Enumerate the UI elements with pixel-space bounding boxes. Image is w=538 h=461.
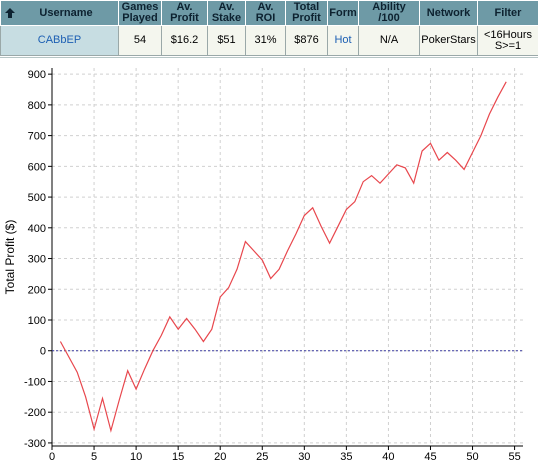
cell-ability: N/A — [358, 25, 420, 56]
header-av-stake-line2: Stake — [211, 12, 242, 24]
cell-total-profit: $876 — [285, 25, 328, 56]
y-tick-label: 400 — [28, 223, 46, 235]
header-games-played[interactable]: Games Played — [118, 0, 162, 26]
x-tick-label: 5 — [91, 451, 97, 461]
x-tick-label: 45 — [424, 451, 436, 461]
header-network[interactable]: Network — [419, 0, 478, 26]
x-tick-label: 0 — [49, 451, 55, 461]
y-tick-label: -100 — [24, 376, 46, 388]
header-av-profit-line1: Av. — [176, 1, 193, 13]
header-ability[interactable]: Ability /100 — [358, 0, 420, 26]
header-filter[interactable]: Filter — [477, 0, 538, 26]
header-total-profit-line2: Profit — [292, 12, 321, 24]
header-form[interactable]: Form — [327, 0, 359, 26]
cell-av-profit: $16.2 — [161, 25, 208, 56]
x-tick-label: 40 — [382, 451, 394, 461]
cell-filter: <16Hours S>=1 — [477, 25, 538, 56]
table-row: CABbEP 54 $16.2 $51 31% $876 Hot N/A Pok… — [0, 25, 538, 56]
y-tick-label: 200 — [28, 284, 46, 296]
cell-form[interactable]: Hot — [327, 25, 359, 56]
header-av-stake[interactable]: Av. Stake — [207, 0, 246, 26]
header-av-stake-line1: Av. — [218, 1, 235, 13]
table-header-row: Username Games Played Av. Profit Av. Sta… — [0, 0, 538, 26]
x-tick-label: 50 — [466, 451, 478, 461]
cell-username[interactable]: CABbEP — [0, 25, 119, 56]
divider — [0, 57, 538, 58]
profit-chart: -300 -200 -100 0 100 200 300 400 500 600 700 800 900… — [0, 62, 538, 461]
y-tick-label: 300 — [28, 254, 46, 266]
x-tick-label: 10 — [130, 451, 142, 461]
header-filter-label: Filter — [494, 6, 522, 19]
y-tick-label: -200 — [24, 407, 46, 419]
form-link[interactable]: Hot — [334, 34, 352, 46]
filter-line1: <16Hours — [483, 28, 532, 41]
y-tick-label: 0 — [40, 346, 46, 358]
header-username[interactable]: Username — [0, 0, 119, 26]
y-tick-label: -300 — [24, 438, 46, 450]
stats-table: Username Games Played Av. Profit Av. Sta… — [0, 0, 538, 56]
filter-line2: S>=1 — [494, 39, 522, 52]
header-av-roi[interactable]: Av. ROI — [245, 0, 286, 26]
cell-av-roi: 31% — [245, 25, 286, 56]
x-tick-label: 25 — [256, 451, 268, 461]
y-tick-label: 500 — [28, 192, 46, 204]
profit-line — [59, 81, 507, 433]
y-tick-label: 900 — [28, 69, 46, 81]
arrow-up-icon[interactable] — [4, 7, 16, 19]
x-tick-label: 55 — [508, 451, 520, 461]
profit-chart-svg: -300-200-1000100200300400500600700800900… — [3, 68, 523, 461]
y-tick-label: 700 — [28, 131, 46, 143]
header-network-label: Network — [426, 6, 471, 19]
header-av-profit-line2: Profit — [170, 12, 199, 24]
cell-network: PokerStars — [419, 25, 478, 56]
header-av-profit[interactable]: Av. Profit — [161, 0, 208, 26]
x-tick-label: 20 — [214, 451, 226, 461]
y-tick-label: 100 — [28, 315, 46, 327]
header-ability-label: Ability /100 — [372, 1, 406, 24]
y-tick-label: 600 — [28, 161, 46, 173]
x-tick-label: 15 — [172, 451, 184, 461]
y-axis-label: Total Profit ($) — [3, 220, 17, 295]
header-username-label: Username — [39, 6, 93, 19]
cell-games-played: 54 — [118, 25, 162, 56]
cell-av-stake: $51 — [207, 25, 246, 56]
header-total-profit-line1: Total — [293, 1, 320, 13]
header-form-label: Form — [329, 6, 357, 19]
header-games-played-line1: Games — [121, 1, 159, 13]
header-games-played-line2: Played — [122, 12, 158, 24]
x-tick-label: 35 — [340, 451, 352, 461]
header-av-roi-label: Av. ROI — [255, 1, 276, 24]
username-link[interactable]: CABbEP — [37, 34, 82, 46]
y-tick-label: 800 — [28, 100, 46, 112]
x-tick-label: 30 — [298, 451, 310, 461]
header-total-profit[interactable]: Total Profit — [285, 0, 328, 26]
